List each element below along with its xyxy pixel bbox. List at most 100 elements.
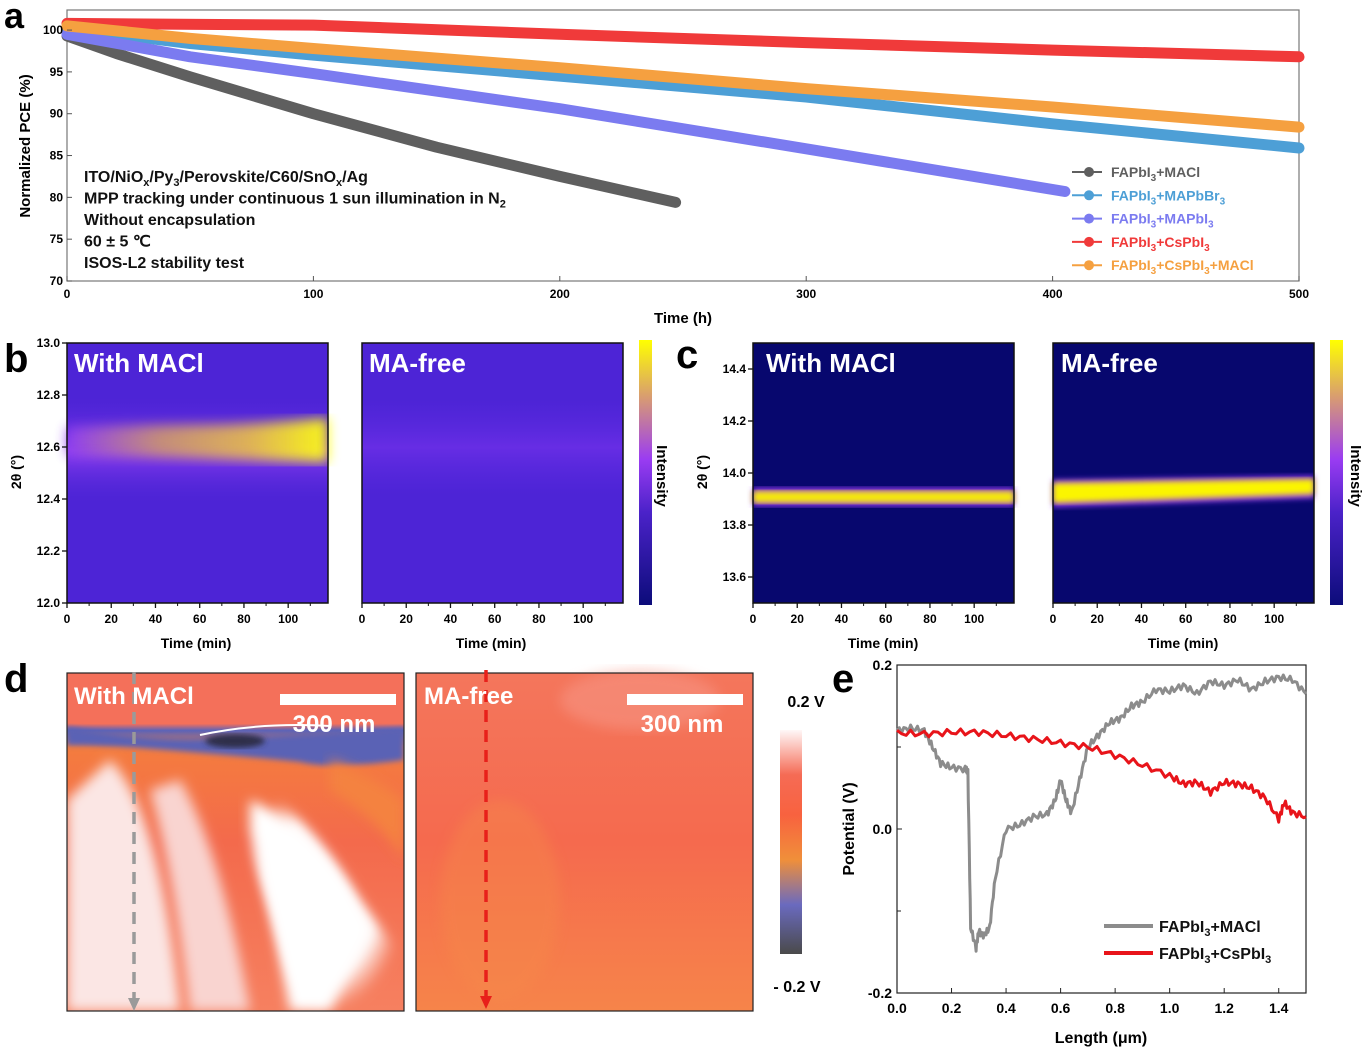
map-title-b2: MA-free [369, 348, 466, 378]
series-line-0 [895, 673, 1308, 953]
x-tick-label: 400 [1043, 287, 1063, 301]
legend-label: FAPbI3​+MACl [1159, 919, 1261, 939]
legend-label: FAPbI3​+MAPbI3​ [1111, 211, 1214, 231]
x-tick-label: 0.6 [1051, 1000, 1071, 1016]
map-title-d2: MA-free [424, 683, 513, 710]
x-tick-label: 80 [237, 612, 251, 626]
y-tick-label: 12.2 [37, 544, 61, 558]
y-axis-label-e: Potential (V) [841, 782, 858, 875]
panel-a: a 0 100 200 300 400 500 70 75 80 85 90 95 100 Time (… [4, 0, 1309, 327]
x-tick-label: 20 [400, 612, 414, 626]
panel-c: c With MACl MA-free 0 20 40 60 80 100 0 20 40 60 8… [676, 333, 1364, 651]
legend-label: FAPbI3​+MAPbBr3​ [1111, 187, 1226, 207]
heatmap-b-ma-free [361, 342, 624, 604]
panel-d: d With MACl MA- [4, 657, 825, 1012]
x-tick-label: 60 [193, 612, 207, 626]
legend-label: FAPbI3​+CsPbI3​ [1159, 946, 1271, 966]
x-tick-label: 40 [444, 612, 458, 626]
y-tick-label: 14.2 [723, 414, 747, 428]
legend-label: FAPbI3​+CsPbI3​+MACl [1111, 257, 1254, 277]
plot-frame-e [896, 664, 1307, 994]
panel-label-e: e [832, 657, 854, 701]
kpfm-map-with-macl [66, 672, 405, 1012]
y-tick-label: 70 [50, 274, 64, 288]
legend-marker [1084, 213, 1094, 224]
scale-bar-d1 [280, 694, 396, 705]
x-tick-label: 0 [64, 287, 71, 301]
x-axis-label-e: Length (μm) [1055, 1030, 1147, 1047]
arrow-down-icon [128, 998, 140, 1011]
series-line-4 [61, 20, 1305, 133]
colorbar-min-label: - 0.2 V [773, 979, 820, 996]
x-tick-label: 40 [149, 612, 163, 626]
series-line-1 [896, 727, 1307, 824]
y-axis-label-a: Normalized PCE (%) [17, 74, 34, 217]
y-tick-label: 80 [50, 190, 64, 204]
x-tick-label: 1.2 [1214, 1000, 1234, 1016]
y-tick-label: 100 [43, 23, 63, 37]
x-tick-label: 0.4 [996, 1000, 1016, 1016]
x-axis-label-c1: Time (min) [848, 635, 919, 651]
x-tick-label: 0 [1050, 612, 1057, 626]
legend-marker [1084, 190, 1094, 201]
y-tick-label: 14.0 [723, 466, 747, 480]
colorbar-b [639, 340, 652, 605]
x-tick-label: 0 [750, 612, 757, 626]
y-tick-label: 14.4 [723, 362, 747, 376]
y-tick-label: 90 [50, 107, 64, 121]
x-tick-label: 1.4 [1269, 1000, 1289, 1016]
colorbar-max-label: 0.2 V [787, 694, 825, 711]
map-title-d1: With MACl [74, 683, 194, 710]
colorbar-label-b: Intensity [653, 445, 670, 507]
legend-marker [1084, 236, 1094, 247]
scale-bar-d2 [627, 694, 743, 705]
series-line-3 [61, 17, 1305, 63]
y-tick-label: 12.8 [37, 388, 61, 402]
map-title-b1: With MACl [74, 348, 204, 378]
legend-label: FAPbI3​+CsPbI3​ [1111, 234, 1210, 254]
x-tick-label: 20 [105, 612, 119, 626]
colorbar-d [780, 730, 802, 954]
annotation-line: Without encapsulation [84, 212, 255, 229]
annotation-line: 60 ± 5 ℃ [84, 234, 151, 251]
heatmap-c-ma-free [1052, 342, 1315, 604]
y-tick-label: 13.0 [37, 336, 61, 350]
y-tick-label: -0.2 [868, 985, 892, 1001]
y-tick-label: 0.0 [873, 821, 893, 837]
heatmap-c-with-macl [752, 342, 1015, 604]
x-tick-label: 0 [64, 612, 71, 626]
y-tick-label: 0.2 [873, 657, 893, 673]
kpfm-map-ma-free [415, 670, 754, 1012]
heatmap-b-with-macl [66, 342, 329, 604]
panel-b: b With MACl MA-free 0 20 40 60 80 100 0 20 40 60 8… [4, 336, 670, 651]
panel-label-c: c [676, 333, 698, 377]
x-tick-label: 0.2 [942, 1000, 962, 1016]
scale-bar-label-d1: 300 nm [293, 711, 376, 738]
x-axis-label-a: Time (h) [654, 310, 712, 327]
x-tick-label: 80 [532, 612, 546, 626]
x-tick-label: 100 [278, 612, 298, 626]
x-tick-label: 40 [835, 612, 849, 626]
x-tick-label: 300 [796, 287, 816, 301]
x-axis-label-b2: Time (min) [456, 635, 527, 651]
y-axis-label-b: 2θ (°) [8, 455, 24, 489]
x-tick-label: 0 [359, 612, 366, 626]
arrow-down-icon [480, 996, 492, 1009]
colorbar-c [1330, 340, 1343, 605]
y-tick-label: 85 [50, 149, 64, 163]
annotation-line: MPP tracking under continuous 1 sun illu… [84, 191, 506, 211]
x-tick-label: 40 [1135, 612, 1149, 626]
panel-label-d: d [4, 657, 28, 701]
y-tick-label: 12.6 [37, 440, 61, 454]
map-title-c2: MA-free [1061, 348, 1158, 378]
panel-e: e 0.0 0.2 0.4 0.6 0.8 1.0 1.2 1.4-0.20.00.2 Len… [832, 657, 1308, 1047]
x-tick-label: 0.8 [1105, 1000, 1125, 1016]
y-tick-label: 75 [50, 232, 64, 246]
x-tick-label: 60 [488, 612, 502, 626]
panel-label-a: a [4, 0, 25, 36]
x-tick-label: 100 [964, 612, 984, 626]
x-axis-label-c2: Time (min) [1148, 635, 1219, 651]
x-axis-label-b1: Time (min) [161, 635, 232, 651]
x-tick-label: 20 [791, 612, 805, 626]
y-tick-label: 12.4 [37, 492, 61, 506]
